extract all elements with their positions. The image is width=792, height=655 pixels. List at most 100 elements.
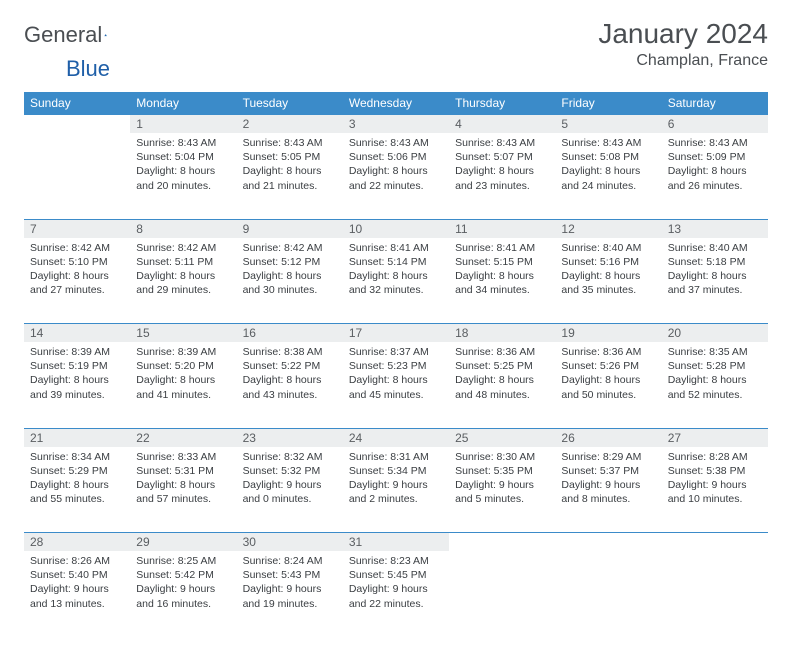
day-info-line: and 39 minutes. (30, 388, 124, 402)
day-info-line: Sunset: 5:05 PM (243, 150, 337, 164)
day-info-line: Daylight: 8 hours (30, 478, 124, 492)
day-info-line: Sunrise: 8:43 AM (349, 136, 443, 150)
day-number-cell: 7 (24, 219, 130, 238)
weekday-header: Wednesday (343, 92, 449, 115)
day-content-row: Sunrise: 8:34 AMSunset: 5:29 PMDaylight:… (24, 447, 768, 533)
day-content-cell: Sunrise: 8:42 AMSunset: 5:12 PMDaylight:… (237, 238, 343, 324)
day-number-cell: 14 (24, 324, 130, 343)
day-info-line: and 35 minutes. (561, 283, 655, 297)
day-info-line: and 5 minutes. (455, 492, 549, 506)
day-content-row: Sunrise: 8:42 AMSunset: 5:10 PMDaylight:… (24, 238, 768, 324)
day-info-line: Sunrise: 8:43 AM (561, 136, 655, 150)
day-info-line: Sunset: 5:19 PM (30, 359, 124, 373)
day-info-line: Sunset: 5:38 PM (668, 464, 762, 478)
weekday-header: Sunday (24, 92, 130, 115)
day-info-line: Sunset: 5:35 PM (455, 464, 549, 478)
day-info-line: and 22 minutes. (349, 597, 443, 611)
day-info-line: and 55 minutes. (30, 492, 124, 506)
day-info-line: Daylight: 9 hours (349, 478, 443, 492)
day-number-cell: 3 (343, 115, 449, 134)
day-content-cell: Sunrise: 8:42 AMSunset: 5:10 PMDaylight:… (24, 238, 130, 324)
day-info-line: Sunrise: 8:41 AM (455, 241, 549, 255)
day-info-line: Sunset: 5:09 PM (668, 150, 762, 164)
day-info-line: Sunrise: 8:35 AM (668, 345, 762, 359)
day-info-line: Sunrise: 8:32 AM (243, 450, 337, 464)
day-number-cell: 31 (343, 533, 449, 552)
day-info-line: Sunset: 5:08 PM (561, 150, 655, 164)
day-content-cell: Sunrise: 8:24 AMSunset: 5:43 PMDaylight:… (237, 551, 343, 637)
day-content-cell: Sunrise: 8:43 AMSunset: 5:04 PMDaylight:… (130, 133, 236, 219)
weekday-header: Monday (130, 92, 236, 115)
day-content-cell: Sunrise: 8:43 AMSunset: 5:06 PMDaylight:… (343, 133, 449, 219)
title-block: January 2024 Champlan, France (598, 18, 768, 70)
day-info-line: and 22 minutes. (349, 179, 443, 193)
day-content-cell (662, 551, 768, 637)
day-info-line: Sunrise: 8:28 AM (668, 450, 762, 464)
day-number-cell: 18 (449, 324, 555, 343)
day-info-line: and 13 minutes. (30, 597, 124, 611)
day-info-line: Sunset: 5:07 PM (455, 150, 549, 164)
day-info-line: and 24 minutes. (561, 179, 655, 193)
day-content-cell (449, 551, 555, 637)
day-content-cell: Sunrise: 8:40 AMSunset: 5:16 PMDaylight:… (555, 238, 661, 324)
day-info-line: Sunrise: 8:37 AM (349, 345, 443, 359)
day-info-line: Sunrise: 8:39 AM (136, 345, 230, 359)
day-info-line: Daylight: 9 hours (668, 478, 762, 492)
day-info-line: Daylight: 8 hours (136, 478, 230, 492)
day-info-line: and 10 minutes. (668, 492, 762, 506)
day-info-line: Sunset: 5:40 PM (30, 568, 124, 582)
day-number-cell: 13 (662, 219, 768, 238)
day-info-line: Sunrise: 8:39 AM (30, 345, 124, 359)
day-info-line: Sunset: 5:29 PM (30, 464, 124, 478)
day-info-line: Daylight: 8 hours (455, 373, 549, 387)
day-number-cell: 20 (662, 324, 768, 343)
location: Champlan, France (598, 52, 768, 70)
day-info-line: Sunset: 5:37 PM (561, 464, 655, 478)
day-info-line: and 57 minutes. (136, 492, 230, 506)
day-content-cell: Sunrise: 8:34 AMSunset: 5:29 PMDaylight:… (24, 447, 130, 533)
day-info-line: Sunset: 5:32 PM (243, 464, 337, 478)
day-info-line: Daylight: 8 hours (349, 373, 443, 387)
day-number-cell: 30 (237, 533, 343, 552)
day-info-line: Daylight: 8 hours (668, 373, 762, 387)
day-info-line: Sunrise: 8:34 AM (30, 450, 124, 464)
day-info-line: Daylight: 8 hours (455, 164, 549, 178)
day-info-line: Sunset: 5:18 PM (668, 255, 762, 269)
day-info-line: Sunset: 5:10 PM (30, 255, 124, 269)
day-info-line: Daylight: 8 hours (668, 269, 762, 283)
day-info-line: and 27 minutes. (30, 283, 124, 297)
day-number-cell: 10 (343, 219, 449, 238)
day-info-line: Sunset: 5:42 PM (136, 568, 230, 582)
weekday-header: Saturday (662, 92, 768, 115)
weekday-header: Tuesday (237, 92, 343, 115)
day-info-line: Sunrise: 8:42 AM (243, 241, 337, 255)
day-number-cell (449, 533, 555, 552)
day-info-line: Sunset: 5:04 PM (136, 150, 230, 164)
day-info-line: Sunrise: 8:33 AM (136, 450, 230, 464)
day-info-line: and 43 minutes. (243, 388, 337, 402)
day-info-line: Daylight: 9 hours (243, 478, 337, 492)
day-content-row: Sunrise: 8:39 AMSunset: 5:19 PMDaylight:… (24, 342, 768, 428)
day-number-cell: 5 (555, 115, 661, 134)
day-info-line: Sunrise: 8:36 AM (561, 345, 655, 359)
day-info-line: Sunrise: 8:42 AM (136, 241, 230, 255)
day-info-line: Sunset: 5:20 PM (136, 359, 230, 373)
day-content-row: Sunrise: 8:43 AM Sunset: 5:04 PM Daylight:… (24, 133, 768, 219)
day-info-line: Sunrise: 8:30 AM (455, 450, 549, 464)
day-info-line: and 29 minutes. (136, 283, 230, 297)
day-info-line: Sunset: 5:12 PM (243, 255, 337, 269)
day-content-cell: Sunrise: 8:33 AMSunset: 5:31 PMDaylight:… (130, 447, 236, 533)
day-content-cell: Sunrise: 8:31 AMSunset: 5:34 PMDaylight:… (343, 447, 449, 533)
day-number-cell: 26 (555, 428, 661, 447)
day-content-cell: Sunrise: 8:43 AMSunset: 5:08 PMDaylight:… (555, 133, 661, 219)
day-content-cell: Sunrise: 8:25 AMSunset: 5:42 PMDaylight:… (130, 551, 236, 637)
day-info-line: Sunset: 5:15 PM (455, 255, 549, 269)
day-info-line: and 21 minutes. (243, 179, 337, 193)
day-info-line: Sunrise: 8:42 AM (30, 241, 124, 255)
day-info-line: Sunrise: 8:40 AM (561, 241, 655, 255)
day-info-line: Sunrise: 8:43 AM (668, 136, 762, 150)
day-info-line: Sunset: 5:34 PM (349, 464, 443, 478)
day-content-cell: Sunrise: 8:43 AMSunset: 5:09 PMDaylight:… (662, 133, 768, 219)
day-info-line: Sunrise: 8:25 AM (136, 554, 230, 568)
day-info-line: Daylight: 8 hours (136, 373, 230, 387)
